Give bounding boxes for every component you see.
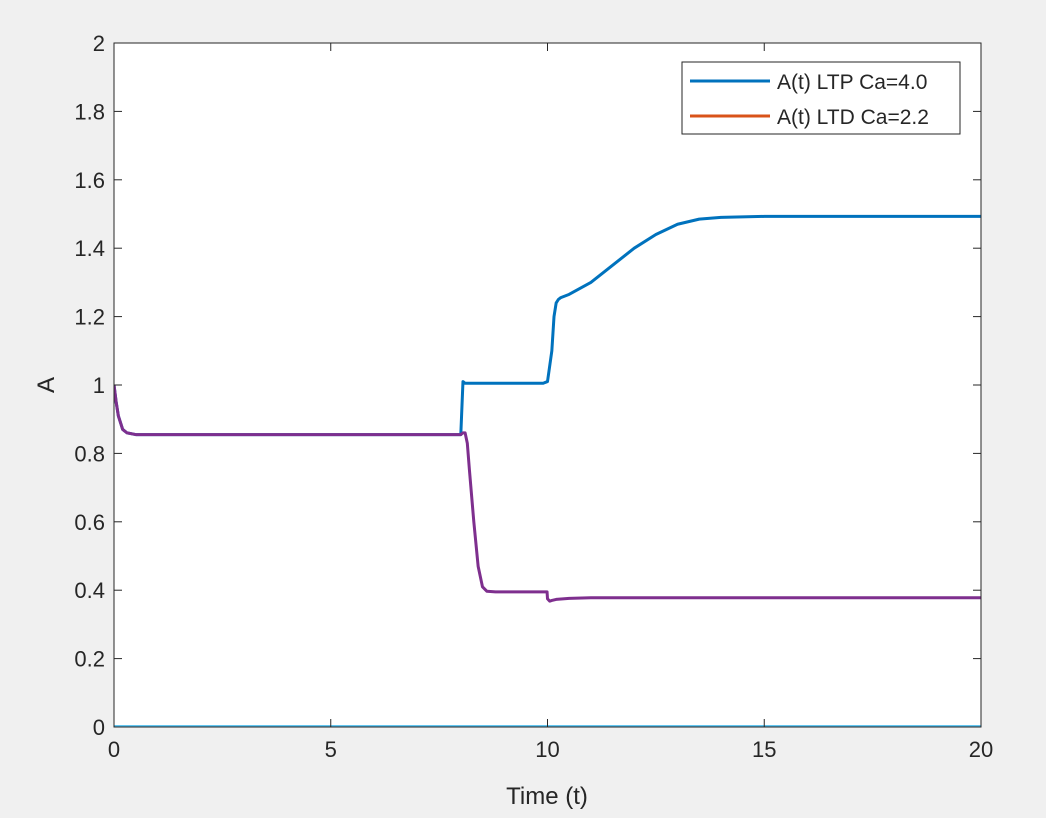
x-tick-label: 0	[108, 737, 120, 762]
legend-label-ltp: A(t) LTP Ca=4.0	[777, 71, 927, 94]
y-tick-label: 1.8	[74, 99, 105, 124]
legend-box	[681, 61, 961, 135]
y-tick-label: 0.6	[74, 510, 105, 535]
y-tick-label: 0.8	[74, 441, 105, 466]
y-tick-label: 1.6	[74, 168, 105, 193]
y-tick-label: 1.4	[74, 236, 105, 261]
x-tick-label: 10	[535, 737, 559, 762]
y-tick-label: 0.4	[74, 578, 105, 603]
y-tick-label: 0	[93, 715, 105, 740]
series-line-2	[114, 384, 981, 603]
x-tick-label: 20	[969, 737, 993, 762]
axes-box	[113, 42, 982, 728]
legend: A(t) LTP Ca=4.0 A(t) LTD Ca=2.2	[681, 61, 961, 135]
x-axis-label: Time (t)	[506, 783, 588, 810]
tick-layer: 0 5 10 15 20 0 0.2 0.4 0.6 0.8 1 1.2 1.4 1.6 1.8 2	[74, 31, 993, 762]
y-tick-label: 2	[93, 31, 105, 56]
x-tick-label: 5	[325, 737, 337, 762]
plot-area	[114, 43, 981, 727]
x-tick-label: 15	[752, 737, 776, 762]
y-tick-label: 1	[93, 373, 105, 398]
y-axis-label: A	[33, 377, 60, 393]
y-tick-label: 1.2	[74, 305, 105, 330]
y-tick-label: 0.2	[74, 647, 105, 672]
legend-label-ltd: A(t) LTD Ca=2.2	[777, 106, 929, 129]
